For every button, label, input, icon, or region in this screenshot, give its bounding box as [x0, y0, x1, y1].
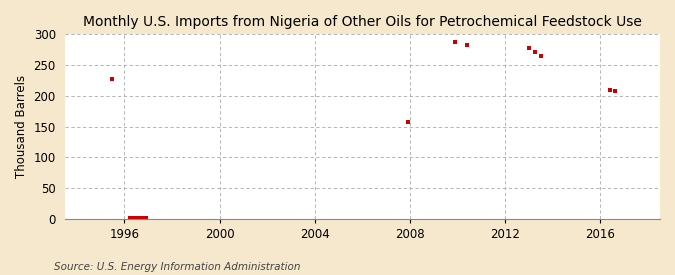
Text: Source: U.S. Energy Information Administration: Source: U.S. Energy Information Administ… [54, 262, 300, 272]
Y-axis label: Thousand Barrels: Thousand Barrels [15, 75, 28, 178]
Title: Monthly U.S. Imports from Nigeria of Other Oils for Petrochemical Feedstock Use: Monthly U.S. Imports from Nigeria of Oth… [83, 15, 642, 29]
